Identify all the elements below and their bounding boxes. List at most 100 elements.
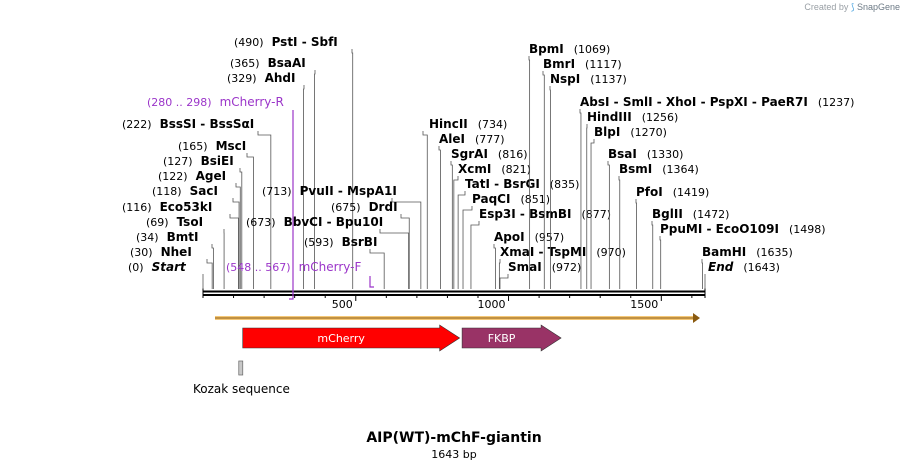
site-xmai-tspmi[interactable]: XmaI - TspMI (970)	[498, 245, 626, 289]
site-label-bbvci-bpu10i[interactable]: (673) BbvCI - Bpu10I	[246, 215, 383, 229]
site-label-paqci[interactable]: PaqCI (851)	[472, 192, 550, 206]
site-name: HincII	[429, 117, 468, 131]
site-pfoi[interactable]: PfoI (1419)	[635, 185, 709, 289]
site-label-psti-sbfi[interactable]: (490) PstI - SbfI	[234, 35, 338, 49]
site-saci[interactable]: (118) SacI	[152, 184, 240, 289]
site-position: (165)	[178, 140, 208, 153]
site-smai[interactable]: SmaI (972)	[499, 260, 581, 289]
site-tati-bsrgi[interactable]: TatI - BsrGI (835)	[457, 177, 579, 289]
site-label-bsaai[interactable]: (365) BsaAI	[230, 56, 306, 70]
site-msci[interactable]: (165) MscI	[178, 139, 254, 289]
site-nspi[interactable]: NspI (1137)	[549, 72, 627, 289]
site-psti-sbfi[interactable]: (490) PstI - SbfI	[234, 35, 354, 289]
site-label-agei[interactable]: (122) AgeI	[158, 169, 226, 183]
site-label-sgrai[interactable]: SgrAI (816)	[451, 147, 528, 161]
feature-mcherry-arrow[interactable]	[242, 324, 461, 352]
site-label-ppumi-ecoo109i[interactable]: PpuMI - EcoO109I (1498)	[660, 222, 826, 236]
site-label-eco53ki[interactable]: (116) Eco53kI	[122, 200, 212, 214]
site-apoi[interactable]: ApoI (957)	[493, 230, 564, 289]
primer-mcherry-f[interactable]: (548 .. 567) mCherry-F	[226, 260, 374, 288]
site-label-apoi[interactable]: ApoI (957)	[494, 230, 564, 244]
site-label-absi-smli-xhoi-pspxi-paer7i[interactable]: AbsI - SmlI - XhoI - PspXI - PaeR7I (1237…	[580, 95, 854, 109]
primer-mcherry-r[interactable]: (280 .. 298) mCherry-R	[147, 95, 294, 300]
site-drdi[interactable]: (675) DrdI	[331, 200, 410, 289]
feature-mcherry-label: mCherry	[317, 332, 365, 345]
site-name: TsoI	[177, 215, 203, 229]
site-bsmi[interactable]: BsmI (1364)	[618, 162, 699, 289]
site-label-pfoi[interactable]: PfoI (1419)	[636, 185, 709, 199]
site-label-xmai-tspmi[interactable]: XmaI - TspMI (970)	[500, 245, 626, 259]
site-label-msci[interactable]: (165) MscI	[178, 139, 246, 153]
site-bmri[interactable]: BmrI (1117)	[542, 57, 622, 289]
site-blpi[interactable]: BlpI (1270)	[590, 125, 667, 289]
site-position: (1237)	[818, 96, 855, 109]
site-bsiei[interactable]: (127) BsiEI	[163, 154, 243, 289]
primer-range: (548 .. 567)	[226, 261, 291, 274]
site-name: SacI	[190, 184, 218, 198]
site-label-tati-bsrgi[interactable]: TatI - BsrGI (835)	[465, 177, 579, 191]
site-label-tsoi[interactable]: (69) TsoI	[146, 215, 203, 229]
site-label-bmri[interactable]: BmrI (1117)	[543, 57, 622, 71]
site-label-start[interactable]: (0) Start	[128, 260, 187, 274]
site-eco53ki[interactable]: (116) Eco53kI	[122, 200, 239, 289]
site-label-alei[interactable]: AleI (777)	[439, 132, 505, 146]
site-bsai[interactable]: BsaI (1330)	[607, 147, 683, 289]
site-label-bglii[interactable]: BglII (1472)	[652, 207, 729, 221]
site-name: NspI	[550, 72, 580, 86]
site-label-pvuii-mspa1i[interactable]: (713) PvuII - MspA1I	[262, 184, 397, 198]
site-pvuii-mspa1i[interactable]: (713) PvuII - MspA1I	[262, 184, 422, 289]
site-alei[interactable]: AleI (777)	[438, 132, 505, 289]
site-absi-smli-xhoi-pspxi-paer7i[interactable]: AbsI - SmlI - XhoI - PspXI - PaeR7I (1237…	[579, 95, 854, 289]
primer-range: (280 .. 298)	[147, 96, 212, 109]
site-label-nhei[interactable]: (30) NheI	[130, 245, 192, 259]
site-label-blpi[interactable]: BlpI (1270)	[594, 125, 667, 139]
site-bglii[interactable]: BglII (1472)	[651, 207, 729, 289]
site-nhei[interactable]: (30) NheI	[130, 245, 213, 289]
site-label-bpmi[interactable]: BpmI (1069)	[529, 42, 610, 56]
site-tsoi[interactable]: (69) TsoI	[146, 215, 225, 289]
site-end[interactable]: End (1643)	[704, 260, 780, 289]
kozak-sequence-marker[interactable]	[238, 360, 244, 376]
site-label-saci[interactable]: (118) SacI	[152, 184, 218, 198]
site-label-bsai[interactable]: BsaI (1330)	[608, 147, 683, 161]
site-start[interactable]: (0) Start	[128, 260, 204, 289]
site-bamhi[interactable]: BamHI (1635)	[701, 245, 793, 289]
site-label-drdi[interactable]: (675) DrdI	[331, 200, 398, 214]
site-label-end[interactable]: End (1643)	[708, 260, 780, 274]
site-label-bamhi[interactable]: BamHI (1635)	[702, 245, 793, 259]
site-label-smai[interactable]: SmaI (972)	[508, 260, 581, 274]
site-bbvci-bpu10i[interactable]: (673) BbvCI - Bpu10I	[246, 215, 410, 289]
feature-fkbp-arrow[interactable]	[461, 324, 562, 352]
site-esp3i-bsmbi[interactable]: Esp3I - BsmBI (877)	[470, 207, 611, 289]
primer-mcherry-f-label[interactable]: (548 .. 567) mCherry-F	[226, 260, 361, 274]
site-label-bmti[interactable]: (34) BmtI	[136, 230, 198, 244]
site-ppumi-ecoo109i[interactable]: PpuMI - EcoO109I (1498)	[659, 222, 826, 289]
site-label-nspi[interactable]: NspI (1137)	[550, 72, 627, 86]
site-label-esp3i-bsmbi[interactable]: Esp3I - BsmBI (877)	[479, 207, 611, 221]
site-leader-line	[232, 198, 240, 289]
site-label-hincii[interactable]: HincII (734)	[429, 117, 507, 131]
site-hindiii[interactable]: HindIII (1256)	[586, 110, 679, 289]
site-leader-line	[257, 131, 272, 289]
site-label-hindiii[interactable]: HindIII (1256)	[587, 110, 678, 124]
site-label-ahdi[interactable]: (329) AhdI	[227, 71, 295, 85]
site-label-bsssi-bsss-i[interactable]: (222) BssSI - BssSαI	[122, 117, 254, 131]
site-sgrai[interactable]: SgrAI (816)	[450, 147, 528, 289]
site-bmti[interactable]: (34) BmtI	[136, 230, 214, 289]
site-bsssi-bsss-i[interactable]: (222) BssSI - BssSαI	[122, 117, 272, 289]
primer-mcherry-r-label[interactable]: (280 .. 298) mCherry-R	[147, 95, 284, 109]
site-label-xcmi[interactable]: XcmI (821)	[458, 162, 531, 176]
site-paqci[interactable]: PaqCI (851)	[462, 192, 550, 289]
site-xcmi[interactable]: XcmI (821)	[453, 162, 531, 289]
site-agei[interactable]: (122) AgeI	[158, 169, 241, 289]
site-label-bsiei[interactable]: (127) BsiEI	[163, 154, 234, 168]
site-bsaai[interactable]: (365) BsaAI	[230, 56, 316, 289]
site-bsrbi[interactable]: (593) BsrBI	[304, 235, 385, 289]
site-label-bsmi[interactable]: BsmI (1364)	[619, 162, 699, 176]
site-bpmi[interactable]: BpmI (1069)	[528, 42, 610, 289]
site-hincii[interactable]: HincII (734)	[422, 117, 507, 289]
site-leader-line	[498, 259, 501, 289]
site-ahdi[interactable]: (329) AhdI	[227, 71, 305, 289]
site-label-bsrbi[interactable]: (593) BsrBI	[304, 235, 377, 249]
